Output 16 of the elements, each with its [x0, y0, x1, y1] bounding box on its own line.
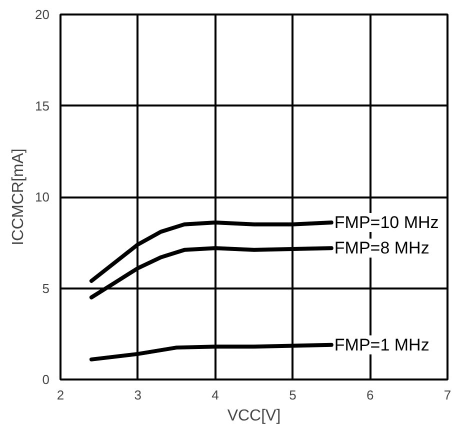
x-axis-title: VCC[V]: [227, 408, 281, 424]
x-tick-label: 7: [444, 388, 452, 402]
y-tick-label: 20: [35, 7, 50, 22]
x-tick-label: 2: [56, 388, 64, 402]
x-tick-label: 5: [289, 388, 296, 402]
y-tick-label: 10: [35, 190, 50, 204]
y-tick-label: 15: [35, 98, 50, 114]
x-tick-label: 4: [212, 388, 219, 402]
y-axis-title: ICCMCR[mA]: [10, 148, 28, 246]
x-tick-label: 3: [134, 388, 142, 402]
x-tick-label: 6: [366, 388, 374, 402]
series-label: FMP=8 MHz: [334, 238, 430, 258]
y-tick-label: 5: [42, 280, 50, 296]
series-label: FMP=10 MHz: [334, 213, 439, 232]
series-label: FMP=1 MHz: [334, 335, 430, 354]
y-tick-label: 0: [42, 372, 50, 387]
